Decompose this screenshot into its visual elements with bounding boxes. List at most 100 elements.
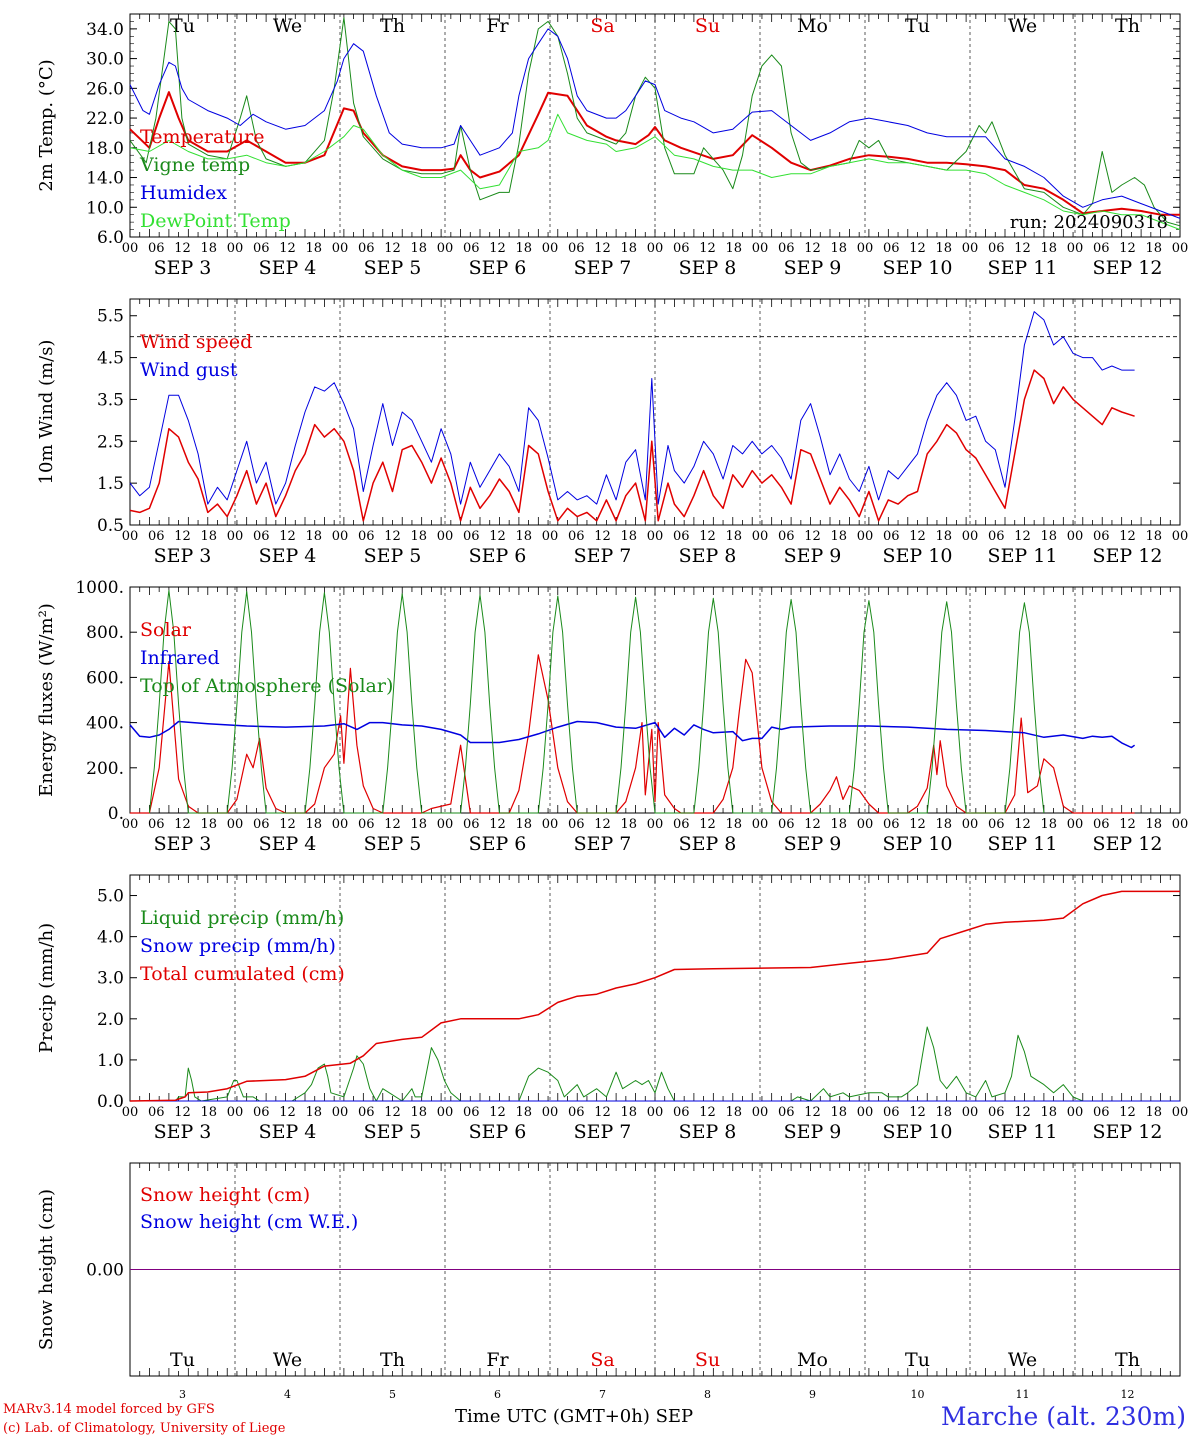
hour-tick-label: 12 [804,817,821,832]
hour-tick-label: 18 [1145,241,1162,256]
hour-tick-label: 12 [699,817,716,832]
hour-tick-label: 00 [437,817,454,832]
legend-entry: Wind gust [140,359,238,381]
hour-tick-label: 00 [752,529,769,544]
hour-tick-label: 18 [1040,241,1057,256]
hour-tick-label: 18 [935,1105,952,1120]
series-humidex-line [129,28,1181,219]
y-tick-label: 3.5 [97,390,124,410]
y-tick-label: 5.0 [97,887,124,907]
hour-tick-label: 00 [857,241,874,256]
day-number-label: 9 [809,1388,816,1401]
weekday-label: Th [380,1349,405,1371]
y-tick-label: 22.0 [86,109,124,129]
hour-tick-label: 18 [1040,1105,1057,1120]
weekday-label: We [1008,15,1037,37]
hour-tick-label: 06 [988,817,1005,832]
hour-tick-label: 12 [1014,817,1031,832]
date-label: SEP 5 [364,833,422,855]
hour-tick-label: 00 [857,529,874,544]
hour-tick-label: 06 [253,1105,270,1120]
hour-tick-label: 12 [174,1105,191,1120]
y-tick-label: 10.0 [86,198,124,218]
hour-tick-label: 18 [725,529,742,544]
date-label: SEP 5 [364,545,422,567]
date-label: SEP 11 [988,257,1058,279]
run-annotation: run: 2024090318 [1010,212,1168,233]
hour-tick-label: 00 [437,1105,454,1120]
hour-tick-label: 00 [962,1105,979,1120]
hour-tick-label: 00 [1172,1105,1189,1120]
hour-tick-label: 18 [830,817,847,832]
legend-entry: Liquid precip (mm/h) [140,907,344,929]
date-label: SEP 8 [679,833,737,855]
y-tick-label: 14.0 [86,169,124,189]
hour-tick-label: 00 [752,241,769,256]
hour-tick-label: 18 [620,241,637,256]
panel-0-frame [129,13,1181,238]
date-label: SEP 12 [1093,1121,1163,1143]
hour-tick-label: 12 [699,529,716,544]
date-label: SEP 12 [1093,833,1163,855]
hour-tick-label: 12 [699,1105,716,1120]
hour-tick-label: 18 [935,817,952,832]
day-number-label: 7 [599,1388,606,1401]
weekday-label: Fr [486,1349,509,1371]
weekday-label: Fr [486,15,509,37]
hour-tick-label: 18 [200,529,217,544]
hour-tick-label: 06 [988,529,1005,544]
hour-tick-label: 12 [804,1105,821,1120]
hour-tick-label: 00 [1172,529,1189,544]
hour-tick-label: 00 [227,1105,244,1120]
hour-tick-label: 18 [305,817,322,832]
date-label: SEP 3 [154,1121,212,1143]
series-infrared-line [129,720,1136,749]
date-label: SEP 3 [154,833,212,855]
hour-tick-label: 06 [148,817,165,832]
hour-tick-label: 06 [568,817,585,832]
hour-tick-label: 12 [594,1105,611,1120]
legend-entry: Temperature [140,126,264,148]
hour-tick-label: 06 [148,241,165,256]
date-label: SEP 5 [364,1121,422,1143]
hour-tick-label: 06 [358,241,375,256]
y-axis-label: Precip (mm/h) [36,923,57,1053]
hour-tick-label: 06 [463,1105,480,1120]
hour-tick-label: 18 [200,241,217,256]
hour-tick-label: 18 [725,1105,742,1120]
hour-tick-label: 00 [227,817,244,832]
hour-tick-label: 18 [725,817,742,832]
hour-tick-label: 00 [1172,817,1189,832]
legend-entry: Total cumulated (cm) [140,963,345,985]
date-label: SEP 4 [259,545,317,567]
hour-tick-label: 06 [673,241,690,256]
hour-tick-label: 00 [962,817,979,832]
hour-tick-label: 06 [883,529,900,544]
hour-tick-label: 00 [227,529,244,544]
weekday-label: Th [1115,15,1140,37]
hour-tick-label: 12 [174,529,191,544]
hour-tick-label: 00 [857,1105,874,1120]
hour-tick-label: 12 [279,529,296,544]
hour-tick-label: 00 [647,241,664,256]
y-tick-label: 1.5 [97,474,124,494]
hour-tick-label: 18 [1145,1105,1162,1120]
date-label: SEP 11 [988,833,1058,855]
date-label: SEP 4 [259,833,317,855]
hour-tick-label: 06 [148,529,165,544]
y-tick-label: 800. [86,623,124,643]
day-number-label: 3 [179,1388,186,1401]
hour-tick-label: 12 [909,817,926,832]
hour-tick-label: 18 [1040,817,1057,832]
hour-tick-label: 06 [1093,1105,1110,1120]
hour-tick-label: 18 [1145,817,1162,832]
hour-tick-label: 06 [358,529,375,544]
y-tick-label: 4.5 [97,349,124,369]
y-tick-label: 6.0 [97,228,124,248]
hour-tick-label: 00 [122,1105,139,1120]
hour-tick-label: 12 [384,241,401,256]
hour-tick-label: 00 [542,529,559,544]
y-tick-label: 26.0 [86,79,124,99]
date-label: SEP 12 [1093,545,1163,567]
hour-tick-label: 12 [1014,241,1031,256]
